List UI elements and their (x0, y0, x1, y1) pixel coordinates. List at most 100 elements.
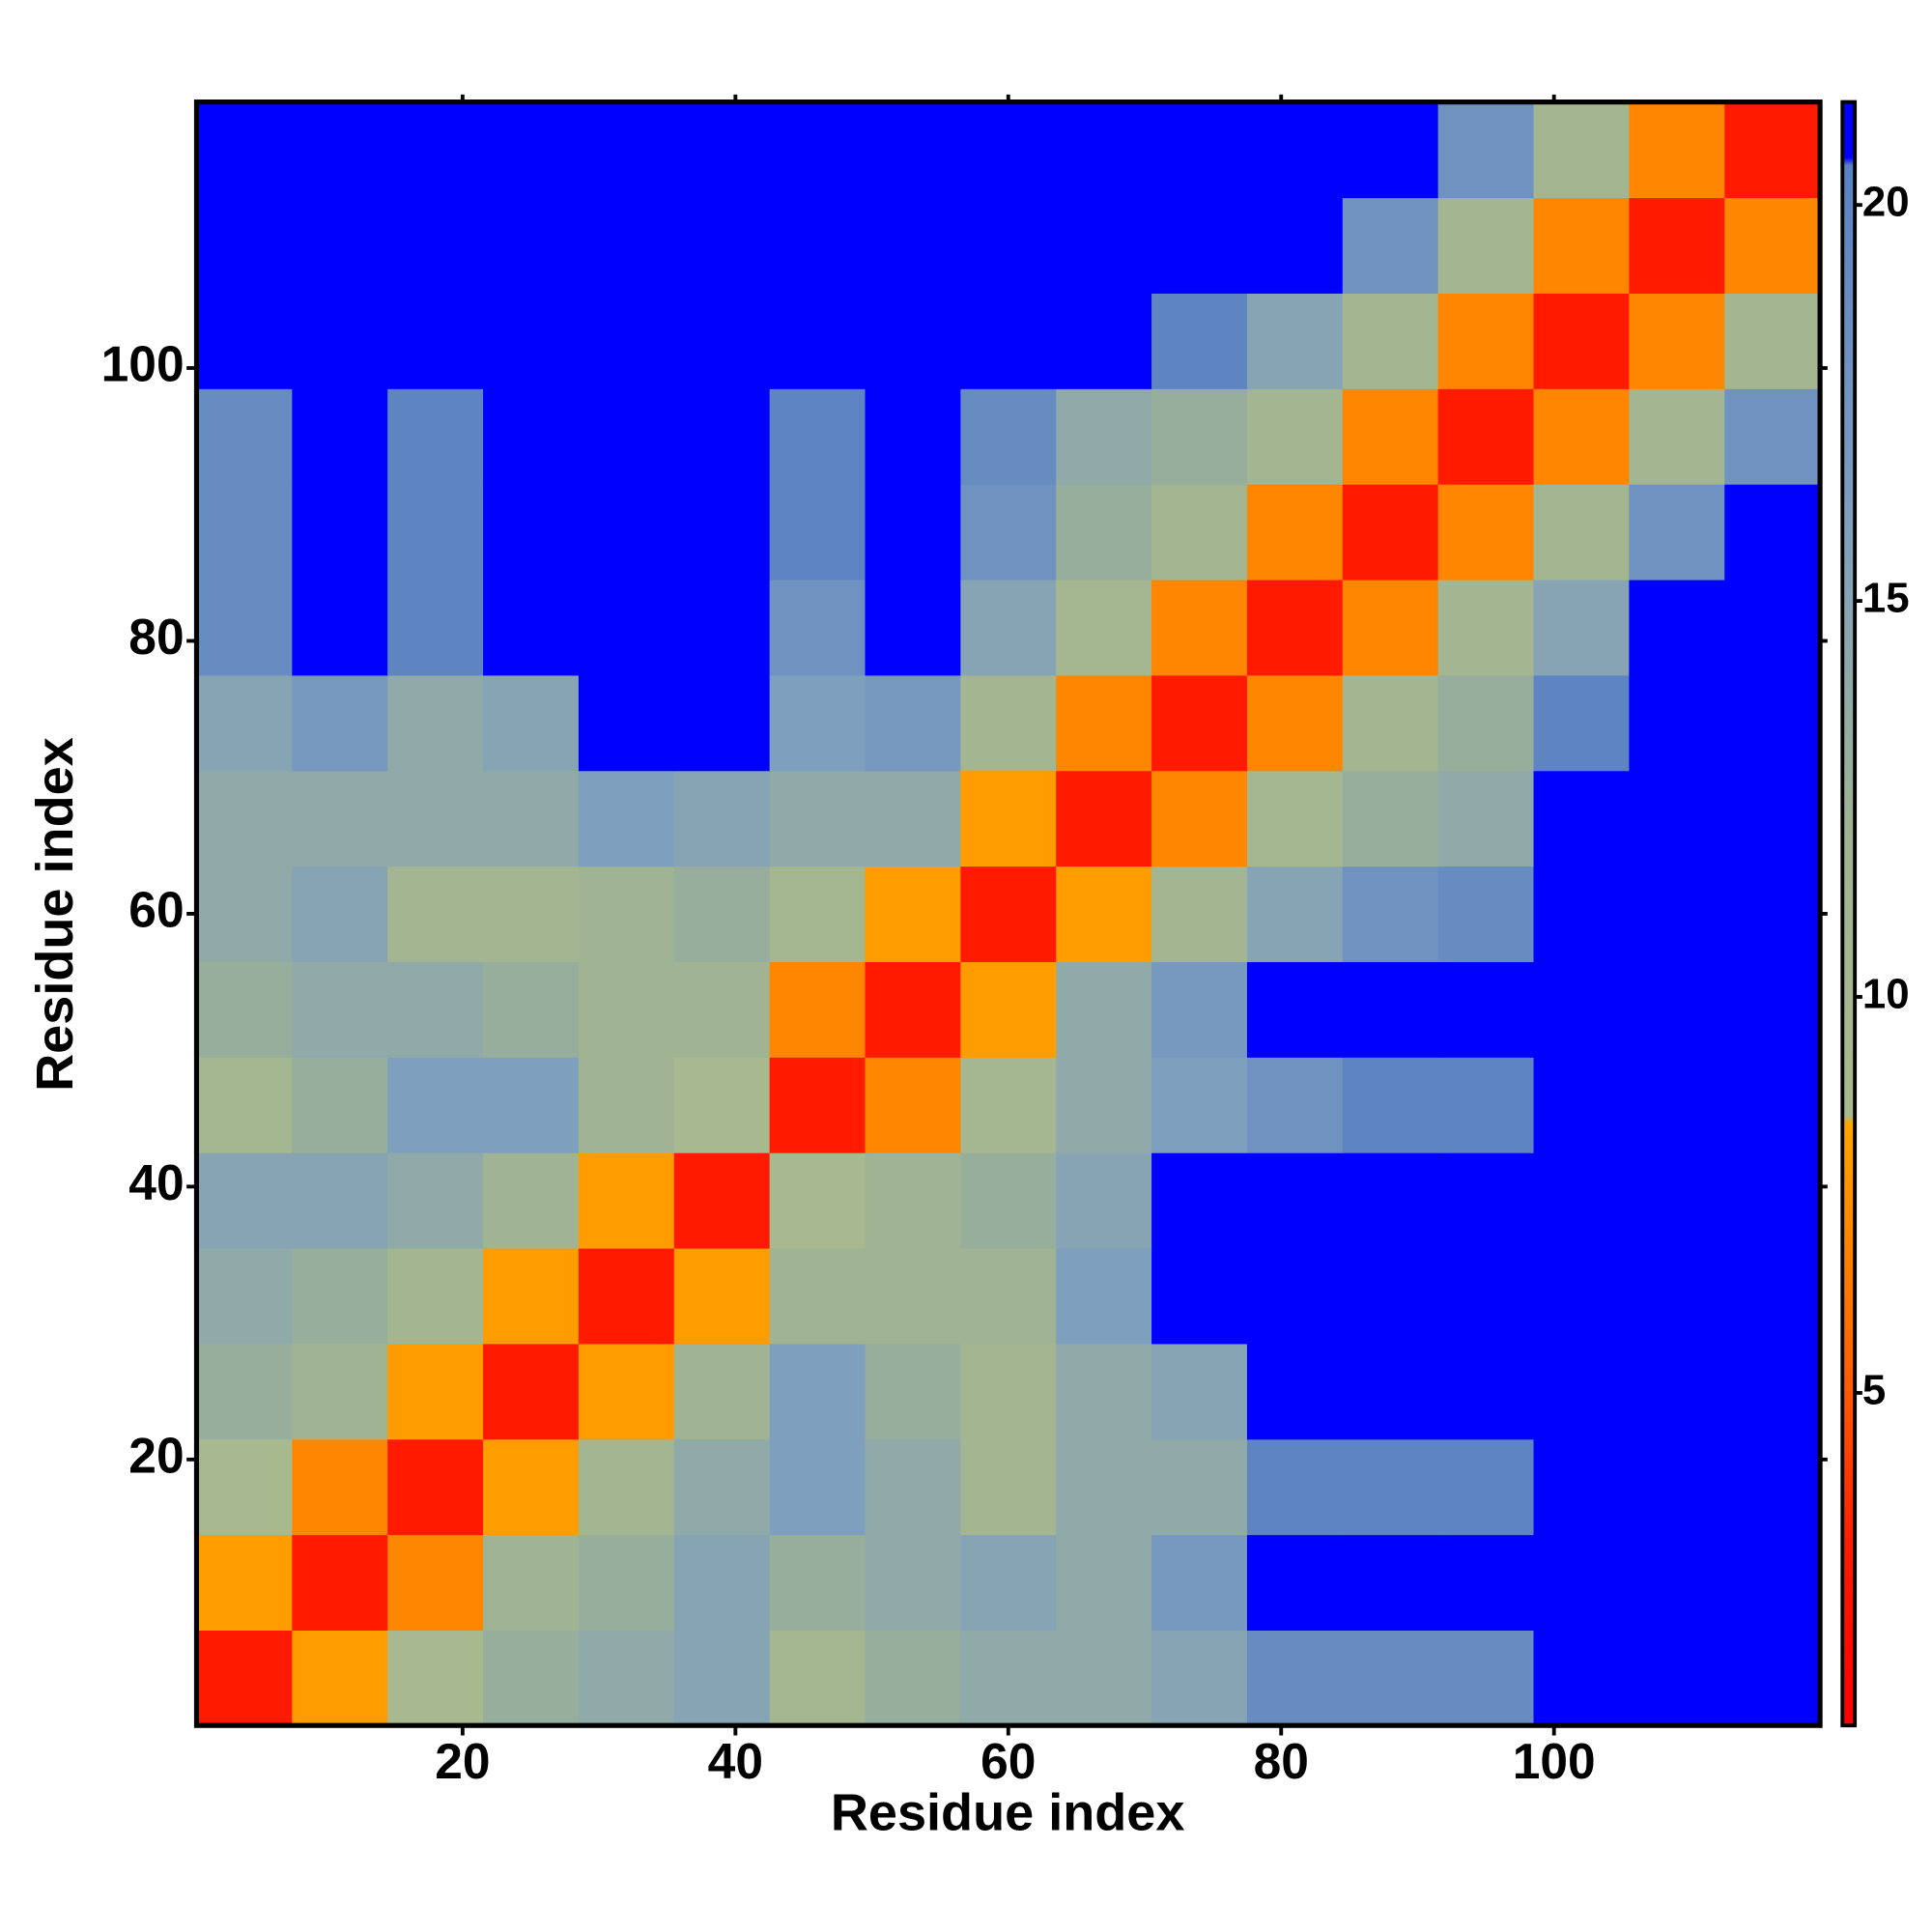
heatmap-cell (769, 1152, 867, 1249)
heatmap-cell (1056, 1534, 1152, 1632)
heatmap-cell (1437, 1630, 1535, 1726)
heatmap-cell (578, 293, 675, 389)
heatmap-cell (196, 770, 293, 867)
heatmap-cell (1342, 293, 1439, 389)
heatmap-cell (196, 101, 293, 199)
heatmap-cell (960, 770, 1057, 867)
heatmap-cell (673, 1343, 771, 1440)
heatmap-cell (387, 1057, 484, 1153)
heatmap-cell (387, 101, 484, 199)
heatmap-cell (960, 1152, 1057, 1249)
heatmap-cell (769, 484, 867, 581)
heatmap-cell (1724, 1438, 1821, 1536)
heatmap-cell (1629, 1247, 1725, 1345)
heatmap-cell (673, 1438, 771, 1536)
heatmap-cell (578, 866, 675, 962)
heatmap-cell (865, 101, 962, 199)
heatmap-cell (1056, 770, 1152, 867)
heatmap-cell (1342, 484, 1439, 581)
heatmap-cell (1533, 579, 1631, 676)
heatmap-cell (292, 961, 388, 1058)
heatmap-cell (578, 1534, 675, 1632)
heatmap-cell (1724, 484, 1821, 581)
heatmap-cell (1533, 961, 1631, 1058)
heatmap-cell (960, 197, 1057, 294)
heatmap-cell (292, 388, 388, 485)
colorbar-tick-label: 15 (1862, 575, 1910, 622)
heatmap-cell (865, 1057, 962, 1153)
heatmap-cell (1151, 674, 1248, 772)
heatmap-cell (1246, 674, 1344, 772)
heatmap-cell (1056, 388, 1152, 485)
heatmap-cell (1056, 484, 1152, 581)
heatmap-cell (1724, 293, 1821, 389)
heatmap-cell (1056, 674, 1152, 772)
heatmap-cell (1724, 674, 1821, 772)
heatmap-cell (673, 770, 771, 867)
heatmap-cell (483, 197, 580, 294)
heatmap-cell (1342, 1247, 1439, 1345)
heatmap-cell (1342, 579, 1439, 676)
heatmap-cell (1724, 770, 1821, 867)
heatmap-cell (1151, 866, 1248, 962)
heatmap-cell (1342, 866, 1439, 962)
heatmap-cell (865, 1534, 962, 1632)
heatmap-cell (1437, 101, 1535, 199)
heatmap-cell (1629, 579, 1725, 676)
heatmap-cell (1342, 1630, 1439, 1726)
heatmap-cell (673, 866, 771, 962)
heatmap-cell (1342, 770, 1439, 867)
colorbar-tick-label: 5 (1862, 1366, 1886, 1413)
heatmap-cell (865, 1630, 962, 1726)
y-tick-label: 80 (128, 609, 184, 665)
heatmap-cell (1437, 674, 1535, 772)
heatmap-cell (483, 1152, 580, 1249)
heatmap-cell (483, 293, 580, 389)
heatmap-cell (673, 1057, 771, 1153)
heatmap-cell (1533, 484, 1631, 581)
heatmap-cell (387, 197, 484, 294)
heatmap-cell (769, 1343, 867, 1440)
heatmap-cell (865, 579, 962, 676)
heatmap-cell (960, 1438, 1057, 1536)
heatmap-cell (387, 1343, 484, 1440)
heatmap-cell (1342, 197, 1439, 294)
heatmap-cell (769, 101, 867, 199)
heatmap-cell (1056, 1343, 1152, 1440)
heatmap-cell (1056, 1630, 1152, 1726)
heatmap-cell (1437, 866, 1535, 962)
heatmap-cell (292, 1057, 388, 1153)
y-tick-label: 60 (128, 882, 184, 938)
heatmap-cell (960, 1057, 1057, 1153)
heatmap-cell (1724, 1247, 1821, 1345)
heatmap-cell (1724, 579, 1821, 676)
heatmap-cell (1342, 101, 1439, 199)
heatmap-cell (1056, 197, 1152, 294)
heatmap-cell (1056, 579, 1152, 676)
heatmap-cell (196, 1630, 293, 1726)
heatmap-cell (1246, 1630, 1344, 1726)
heatmap-cell (578, 961, 675, 1058)
heatmap-cell (1056, 961, 1152, 1058)
heatmap-cell (1629, 101, 1725, 199)
heatmap-cell (865, 293, 962, 389)
heatmap-cell (578, 1247, 675, 1345)
heatmap-cell (387, 579, 484, 676)
heatmap-cell (1533, 1057, 1631, 1153)
heatmap-cell (1342, 1152, 1439, 1249)
heatmap-cell (1629, 866, 1725, 962)
heatmap-cell (1437, 197, 1535, 294)
heatmap-cell (196, 866, 293, 962)
heatmap-cell (673, 579, 771, 676)
heatmap-cell (483, 101, 580, 199)
heatmap-cell (769, 1247, 867, 1345)
heatmap-cell (960, 961, 1057, 1058)
heatmap-cell (865, 484, 962, 581)
heatmap-cell (578, 197, 675, 294)
heatmap-cell (292, 1534, 388, 1632)
heatmap-cell (769, 579, 867, 676)
heatmap-cell (1246, 1057, 1344, 1153)
heatmap-cell (1724, 101, 1821, 199)
heatmap-cell (1151, 1343, 1248, 1440)
heatmap-cell (673, 961, 771, 1058)
